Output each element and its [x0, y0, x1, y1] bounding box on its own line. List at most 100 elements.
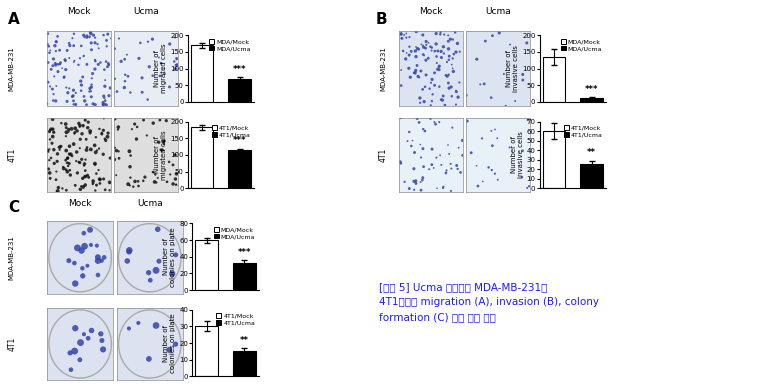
Point: [405, 143, 418, 149]
Point: [447, 65, 459, 71]
Point: [422, 55, 435, 62]
Point: [82, 174, 95, 180]
Point: [63, 55, 76, 61]
Point: [425, 162, 438, 168]
Text: C: C: [8, 200, 19, 215]
Point: [121, 258, 134, 264]
Point: [47, 91, 59, 97]
Point: [77, 184, 89, 190]
Point: [84, 128, 96, 134]
Point: [68, 348, 81, 354]
Point: [397, 48, 410, 54]
Point: [77, 331, 90, 338]
Point: [59, 157, 72, 163]
Point: [68, 31, 81, 37]
Point: [86, 71, 99, 77]
Text: MDA-MB-231: MDA-MB-231: [380, 46, 386, 91]
Point: [42, 79, 55, 85]
Point: [84, 88, 97, 94]
Point: [75, 43, 88, 49]
Point: [433, 119, 446, 125]
Point: [444, 161, 457, 167]
Point: [413, 74, 425, 80]
Point: [113, 35, 125, 42]
Point: [425, 44, 438, 51]
Point: [149, 171, 162, 178]
Point: [447, 68, 460, 74]
Point: [41, 41, 53, 47]
Point: [50, 39, 63, 45]
Point: [454, 49, 466, 55]
Point: [89, 34, 102, 41]
Point: [144, 277, 156, 283]
Point: [69, 182, 81, 189]
Point: [74, 145, 86, 151]
Point: [97, 176, 109, 182]
Point: [410, 53, 422, 60]
Point: [516, 71, 529, 78]
Point: [115, 58, 127, 65]
Point: [82, 335, 95, 341]
Point: [523, 183, 536, 189]
Point: [450, 87, 462, 94]
Point: [486, 167, 498, 173]
Point: [486, 143, 499, 149]
Point: [430, 154, 443, 161]
Point: [66, 93, 79, 100]
Point: [163, 159, 175, 165]
Point: [420, 72, 432, 78]
Point: [425, 47, 438, 54]
Point: [136, 89, 149, 95]
Point: [41, 101, 53, 107]
Point: [153, 117, 166, 123]
Point: [71, 128, 84, 134]
Point: [408, 70, 421, 76]
Legend: 4T1/Mock, 4T1/Ucma: 4T1/Mock, 4T1/Ucma: [563, 125, 603, 138]
Point: [447, 55, 459, 62]
Point: [59, 67, 72, 73]
Text: 4T1: 4T1: [7, 337, 16, 351]
Point: [414, 68, 427, 74]
Point: [420, 42, 432, 48]
Point: [88, 66, 101, 72]
Point: [112, 126, 124, 132]
Point: [163, 347, 175, 353]
Point: [56, 185, 69, 192]
Point: [425, 146, 438, 152]
Point: [418, 53, 430, 59]
Point: [91, 258, 104, 264]
Point: [77, 32, 90, 38]
Point: [485, 128, 497, 134]
Legend: 4T1/Mock, 4T1/Ucma: 4T1/Mock, 4T1/Ucma: [211, 125, 251, 138]
Point: [417, 43, 429, 49]
Point: [418, 98, 430, 105]
Point: [63, 126, 75, 132]
Bar: [191, 127, 213, 188]
Point: [410, 44, 422, 50]
Point: [412, 46, 425, 53]
Point: [169, 34, 181, 41]
Point: [123, 325, 135, 332]
Point: [103, 179, 116, 185]
Point: [75, 82, 88, 88]
Point: [48, 43, 61, 49]
Point: [93, 145, 106, 152]
Point: [93, 176, 106, 182]
Point: [141, 132, 153, 138]
Point: [438, 50, 450, 56]
Point: [63, 40, 75, 46]
Point: [101, 134, 113, 140]
Point: [85, 327, 98, 334]
Point: [143, 64, 156, 70]
Point: [98, 67, 110, 73]
Point: [89, 162, 102, 168]
Point: [124, 163, 136, 170]
Point: [419, 83, 432, 90]
Point: [100, 43, 113, 49]
Point: [89, 58, 102, 64]
Point: [94, 176, 106, 183]
Point: [167, 181, 179, 187]
Point: [97, 346, 109, 352]
Point: [500, 103, 512, 109]
Point: [425, 80, 437, 86]
